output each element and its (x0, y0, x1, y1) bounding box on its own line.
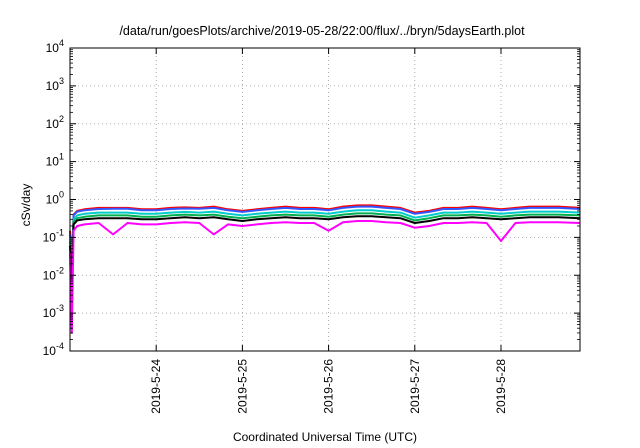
x-tick-label: 2019-5-26 (322, 359, 336, 414)
y-tick-exponent: -1 (56, 227, 64, 237)
y-tick-base: 10 (46, 155, 60, 169)
y-tick-base: 10 (46, 117, 60, 131)
y-tick-exponent: 3 (59, 76, 64, 86)
series-group (69, 204, 581, 334)
y-tick-base: 10 (43, 230, 57, 244)
y-tick-label: 10-2 (43, 265, 64, 282)
series-line-2 (69, 209, 581, 277)
y-tick-label: 103 (46, 76, 64, 93)
series-line-3 (69, 212, 581, 280)
y-tick-exponent: 2 (59, 114, 64, 124)
series-line-1 (69, 205, 581, 270)
series-line-4 (69, 215, 581, 288)
y-tick-base: 10 (43, 306, 57, 320)
y-tick-base: 10 (46, 79, 60, 93)
x-axis-label: Coordinated Universal Time (UTC) (233, 430, 417, 444)
grid (70, 48, 580, 351)
y-axis-label: cSv/day (19, 184, 33, 227)
y-tick-label: 10-3 (43, 303, 64, 320)
y-tick-label: 102 (46, 114, 64, 131)
y-tick-label: 101 (46, 152, 64, 169)
series-line-5 (69, 220, 581, 334)
y-tick-label: 10-4 (43, 341, 64, 358)
x-axis: 2019-5-24 2019-5-25 2019-5-26 2019-5-27 2019… (149, 48, 508, 414)
y-tick-exponent: 0 (59, 190, 64, 200)
chart-title: /data/run/goesPlots/archive/2019-05-28/2… (119, 24, 525, 38)
y-tick-exponent: 4 (59, 38, 64, 48)
x-tick-label: 2019-5-24 (149, 359, 163, 414)
x-tick-label: 2019-5-28 (494, 359, 508, 414)
y-tick-label: 10-1 (43, 227, 64, 244)
y-tick-label: 100 (46, 190, 64, 207)
x-tick-label: 2019-5-25 (235, 359, 249, 414)
y-tick-exponent: -3 (56, 303, 64, 313)
y-tick-base: 10 (46, 193, 60, 207)
y-tick-exponent: 1 (59, 152, 64, 162)
y-tick-exponent: -2 (56, 265, 64, 275)
y-tick-label: 104 (46, 38, 64, 55)
y-tick-exponent: -4 (56, 341, 64, 351)
x-tick-label: 2019-5-27 (408, 359, 422, 414)
y-tick-base: 10 (46, 41, 60, 55)
y-tick-base: 10 (43, 344, 57, 358)
y-tick-base: 10 (43, 268, 57, 282)
